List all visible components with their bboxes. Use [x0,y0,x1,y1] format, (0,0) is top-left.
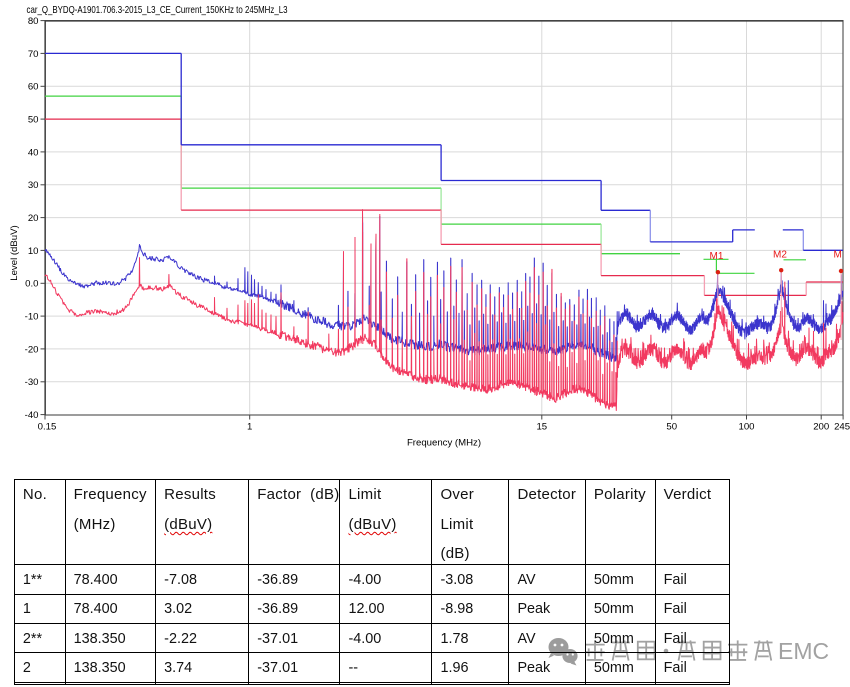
svg-text:200: 200 [813,422,829,433]
svg-text:40: 40 [28,147,39,158]
svg-text:100: 100 [738,422,754,433]
svg-text:245: 245 [834,422,850,433]
svg-text:0.15: 0.15 [38,422,57,433]
svg-text:0.0: 0.0 [25,279,38,290]
svg-text:-20: -20 [25,344,39,355]
svg-text:EMC: EMC [778,638,829,664]
svg-text:1: 1 [247,422,252,433]
svg-text:-40: -40 [25,410,39,421]
svg-text:30: 30 [28,180,39,191]
svg-text:-10: -10 [25,312,39,323]
svg-text:Level (dBuV): Level (dBuV) [9,225,20,280]
svg-text:50: 50 [28,115,39,126]
svg-text:M: M [834,250,842,261]
svg-text:car_Q_BYDQ-A1901.706.3-2015_L3: car_Q_BYDQ-A1901.706.3-2015_L3_CE_Curren… [27,5,288,16]
svg-text:-30: -30 [25,377,39,388]
svg-text:M2: M2 [773,250,787,261]
svg-text:10: 10 [28,246,39,257]
svg-text:M1: M1 [710,251,724,262]
svg-text:Frequency (MHz): Frequency (MHz) [407,438,481,449]
svg-text:60: 60 [28,82,39,93]
svg-text:20: 20 [28,213,39,224]
svg-text:15: 15 [536,422,547,433]
svg-text:50: 50 [666,422,677,433]
svg-text:70: 70 [28,49,39,60]
svg-text:80: 80 [28,16,39,27]
